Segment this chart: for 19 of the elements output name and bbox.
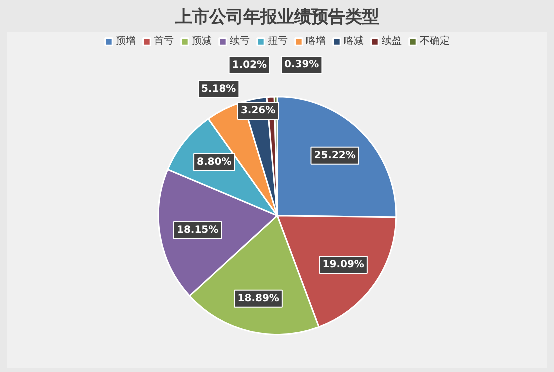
legend-label: 扭亏 <box>268 35 288 48</box>
data-label: 3.26% <box>240 105 276 116</box>
data-label: 5.18% <box>201 84 236 95</box>
legend-label: 首亏 <box>154 35 174 48</box>
data-label: 0.39% <box>284 60 320 71</box>
data-label: 18.89% <box>238 293 280 304</box>
legend-label: 预减 <box>192 34 212 48</box>
data-label: 8.80% <box>197 156 232 168</box>
legend-label: 预增 <box>116 35 136 48</box>
legend-label: 略减 <box>344 34 364 48</box>
legend-label: 续盈 <box>382 34 402 48</box>
legend-label: 续亏 <box>230 34 250 48</box>
data-label: 1.02% <box>232 60 268 71</box>
data-label: 25.22% <box>314 150 356 162</box>
legend-label: 略增 <box>306 35 326 48</box>
chart-title: 上市公司年报业绩预告类型 <box>174 8 380 28</box>
data-label: 18.15% <box>177 224 219 236</box>
legend-label: 不确定 <box>420 34 450 48</box>
data-label: 19.09% <box>322 260 364 271</box>
